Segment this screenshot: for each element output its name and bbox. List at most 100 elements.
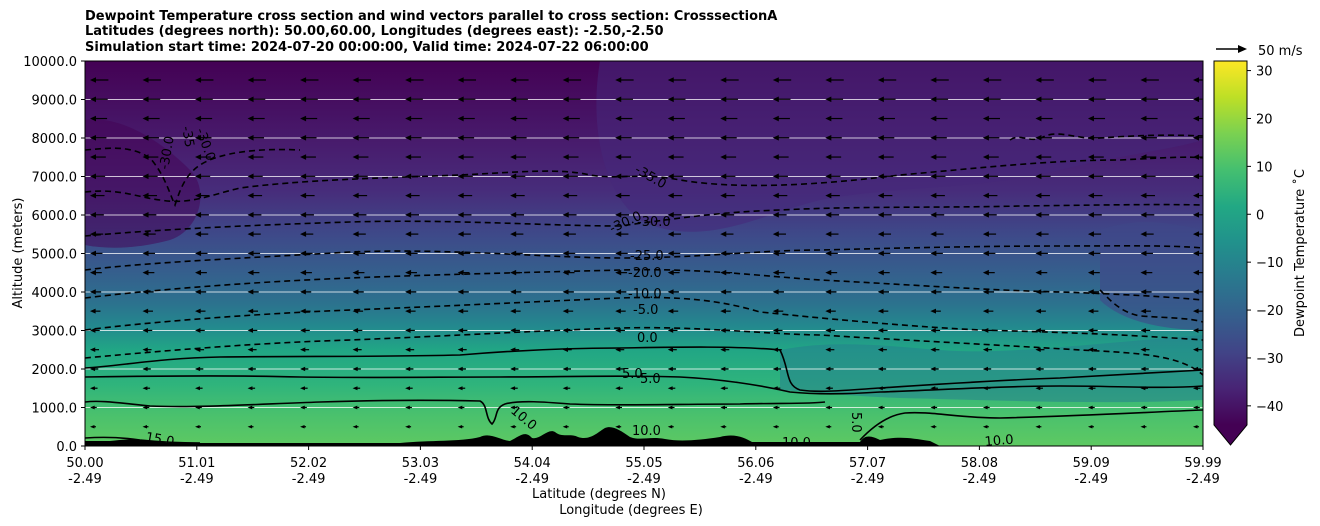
wind-arrow — [877, 386, 886, 391]
wind-arrow — [352, 96, 371, 103]
wind-arrow-head — [405, 328, 411, 333]
wind-arrow-head — [510, 173, 517, 180]
wind-arrow-head — [457, 347, 463, 352]
wind-arrow-head — [510, 328, 516, 333]
wind-arrow-head — [247, 115, 254, 122]
wind-arrow — [510, 405, 517, 410]
wind-arrow — [300, 77, 319, 83]
wind-arrow-head — [772, 231, 779, 237]
x-tick-label-lon: -2.49 — [1186, 472, 1220, 487]
x-tick-label-lat: 58.08 — [961, 456, 998, 471]
wind-arrow-head — [90, 347, 96, 352]
wind-arrow-head — [247, 173, 254, 180]
wind-arrow-head — [457, 289, 464, 295]
wind-arrow-head — [405, 96, 412, 103]
x-tick-label-lat: 56.06 — [737, 456, 774, 471]
wind-arrow — [510, 231, 524, 237]
wind-arrow-head — [667, 308, 674, 314]
wind-arrow — [300, 386, 308, 391]
wind-arrow — [720, 328, 731, 333]
wind-arrow — [615, 192, 630, 199]
wind-arrow-head — [615, 405, 620, 410]
wind-arrow — [142, 308, 153, 314]
wind-arrow — [720, 386, 728, 391]
wind-arrow-head — [1193, 96, 1199, 103]
wind-arrow-head — [510, 269, 517, 276]
x-tick-label-lon: -2.49 — [1074, 472, 1108, 487]
wind-arrow-head — [930, 347, 936, 352]
horizontal-gridlines — [85, 99, 1203, 408]
wind-arrow-head — [405, 424, 410, 429]
wind-arrow — [352, 77, 371, 83]
contour-m20-right — [1099, 289, 1203, 323]
wind-arrow-head — [142, 134, 149, 141]
wind-arrow-head — [562, 289, 569, 295]
wind-arrow — [510, 269, 523, 276]
wind-arrow — [195, 424, 201, 429]
wind-arrow-head — [1087, 386, 1093, 391]
wind-arrow — [1087, 424, 1094, 429]
wind-arrow-head — [247, 77, 254, 83]
wind-arrow — [1035, 424, 1042, 429]
wind-arrow-head — [195, 173, 202, 180]
wind-arrow-head — [405, 308, 411, 314]
wind-arrow — [247, 96, 266, 103]
wind-arrow — [1035, 328, 1046, 333]
colorbar-tick-label: 0 — [1256, 208, 1264, 223]
wind-arrow — [1087, 328, 1098, 333]
wind-arrow-head — [615, 269, 622, 276]
wind-arrow-head — [1087, 424, 1093, 429]
wind-arrow-head — [615, 328, 621, 333]
wind-arrow-head — [562, 212, 569, 218]
contour-label: 10.0 — [984, 433, 1014, 450]
wind-arrow — [772, 250, 786, 257]
wind-arrow — [90, 405, 97, 410]
wind-arrow — [667, 269, 680, 276]
colorbar-label: Dewpoint Temperature ˚C — [1292, 169, 1308, 337]
wind-arrow — [615, 347, 625, 352]
wind-arrow — [247, 289, 259, 295]
wind-arrow — [300, 134, 317, 141]
wind-arrow-head — [1140, 386, 1146, 391]
wind-arrow-head — [1087, 347, 1094, 352]
wind-arrow — [457, 347, 467, 352]
contour-m30 — [85, 203, 1203, 237]
wind-arrow-head — [615, 173, 622, 180]
wind-arrow — [1193, 154, 1203, 160]
wind-arrow — [457, 96, 476, 103]
wind-arrow-head — [772, 212, 779, 218]
wind-arrow — [615, 328, 625, 333]
wind-arrow-head — [562, 386, 568, 391]
wind-arrow-head — [1193, 77, 1199, 83]
wind-arrow-head — [825, 115, 832, 122]
wind-arrow-head — [510, 192, 517, 199]
wind-arrow-head — [982, 231, 989, 237]
wind-arrow-head — [142, 154, 149, 160]
wind-arrow — [720, 250, 733, 257]
wind-arrow — [772, 212, 787, 218]
wind-arrow-head — [720, 192, 727, 199]
wind-arrow-head — [877, 405, 883, 410]
wind-arrow-head — [300, 154, 307, 160]
wind-arrow-head — [90, 424, 95, 429]
y-tick-label: 7000.0 — [32, 171, 78, 186]
wind-arrow — [142, 405, 150, 410]
wind-arrow — [562, 231, 576, 237]
wind-arrow-head — [982, 115, 989, 122]
contour-10-left — [85, 399, 826, 426]
wind-arrow-head — [982, 192, 989, 199]
wind-arrow — [1140, 405, 1148, 410]
wind-arrow — [405, 328, 415, 333]
wind-arrow — [1140, 77, 1159, 83]
wind-arrow-head — [90, 77, 96, 83]
wind-arrow — [930, 96, 949, 103]
wind-arrow — [825, 192, 840, 199]
wind-arrow — [982, 366, 992, 372]
wind-arrow-head — [877, 308, 884, 314]
wind-arrow-head — [1193, 328, 1199, 333]
wind-arrow-head — [615, 154, 622, 160]
wind-arrow — [1035, 386, 1043, 391]
wind-arrow-head — [1193, 115, 1199, 122]
wind-arrow-head — [405, 192, 412, 199]
wind-arrow — [510, 289, 522, 295]
